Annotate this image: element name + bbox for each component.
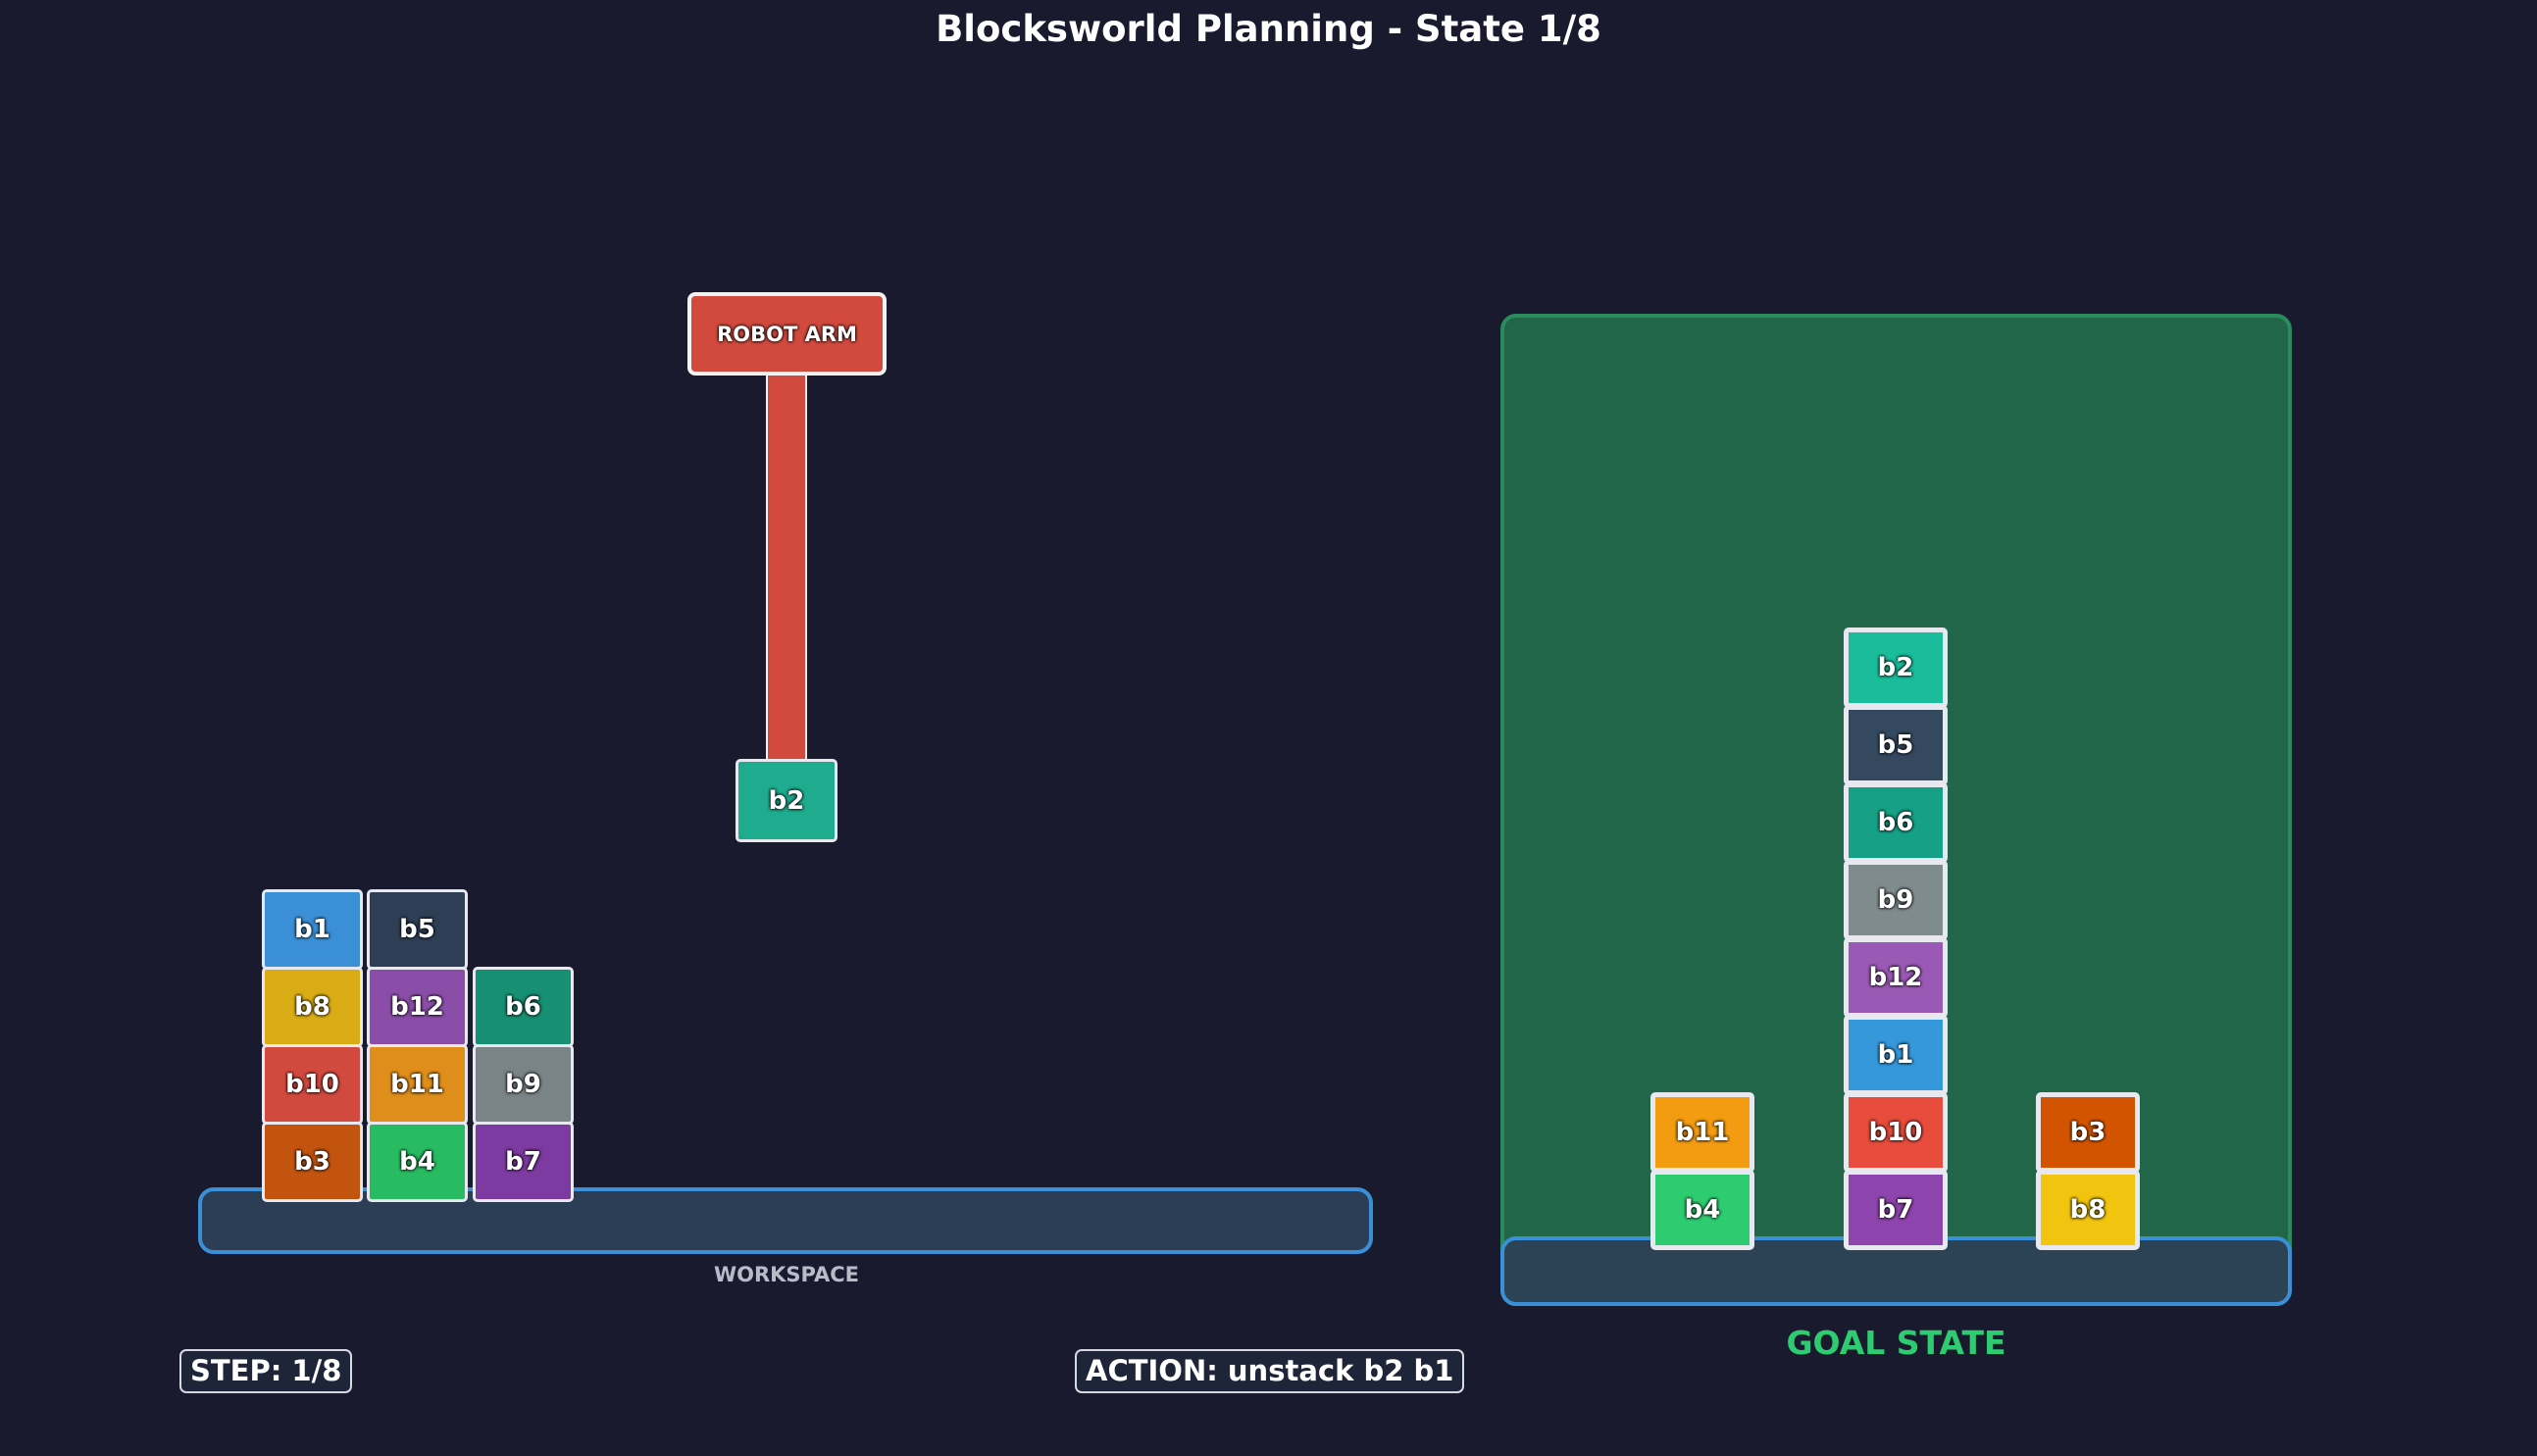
- goal-block-b11[interactable]: b11: [1650, 1092, 1754, 1173]
- goal-block-b7[interactable]: b7: [1844, 1170, 1948, 1250]
- goal-block-b3[interactable]: b3: [2036, 1092, 2140, 1173]
- step-badge: STEP: 1/8: [179, 1349, 353, 1393]
- goal-block-b10[interactable]: b10: [1844, 1092, 1948, 1173]
- block-b8[interactable]: b8: [262, 967, 363, 1047]
- block-b7[interactable]: b7: [473, 1122, 574, 1202]
- block-b1[interactable]: b1: [262, 889, 363, 970]
- goal-block-b12[interactable]: b12: [1844, 937, 1948, 1018]
- workspace-label: WORKSPACE: [713, 1263, 860, 1286]
- robot-arm-shaft: [766, 373, 807, 782]
- block-b11[interactable]: b11: [367, 1044, 468, 1125]
- block-b9[interactable]: b9: [473, 1044, 574, 1125]
- goal-block-b5[interactable]: b5: [1844, 705, 1948, 785]
- block-b4[interactable]: b4: [367, 1122, 468, 1202]
- action-badge: ACTION: unstack b2 b1: [1075, 1349, 1465, 1393]
- block-b6[interactable]: b6: [473, 967, 574, 1047]
- block-b3[interactable]: b3: [262, 1122, 363, 1202]
- page-title: Blocksworld Planning - State 1/8: [936, 8, 1601, 50]
- goal-block-b8[interactable]: b8: [2036, 1170, 2140, 1250]
- goal-block-b4[interactable]: b4: [1650, 1170, 1754, 1250]
- robot-arm-head: ROBOT ARM: [687, 292, 887, 376]
- goal-block-b2[interactable]: b2: [1844, 628, 1948, 708]
- block-b12[interactable]: b12: [367, 967, 468, 1047]
- held-block-b2[interactable]: b2: [736, 759, 837, 842]
- goal-block-b9[interactable]: b9: [1844, 860, 1948, 940]
- goal-state-label: GOAL STATE: [1786, 1324, 2006, 1362]
- block-b10[interactable]: b10: [262, 1044, 363, 1125]
- goal-block-b1[interactable]: b1: [1844, 1015, 1948, 1095]
- block-b5[interactable]: b5: [367, 889, 468, 970]
- goal-block-b6[interactable]: b6: [1844, 782, 1948, 863]
